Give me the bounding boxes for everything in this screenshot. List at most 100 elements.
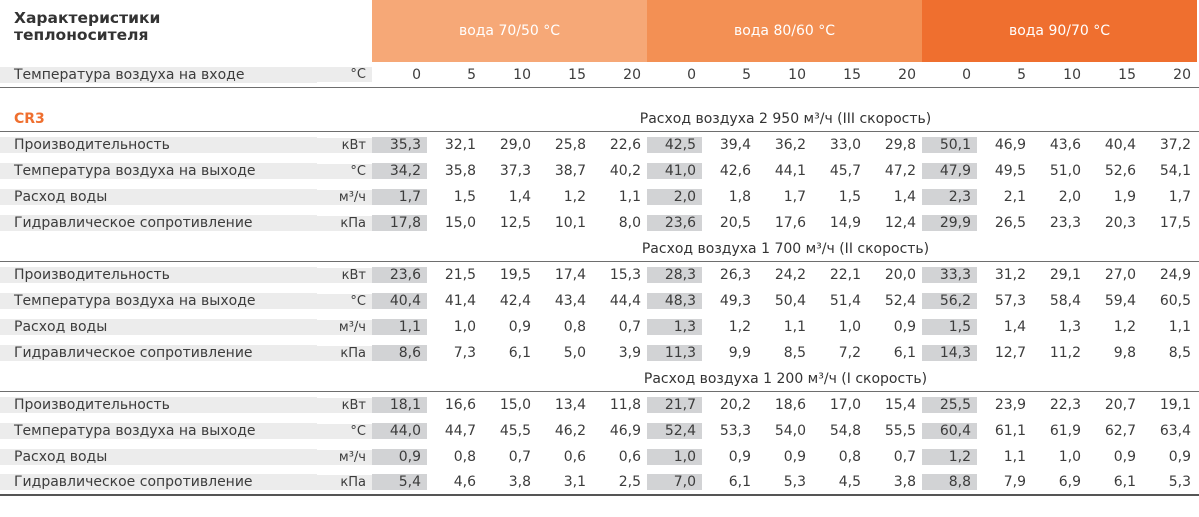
value-cell: 23,6 (372, 267, 427, 283)
row-unit: кПа (317, 345, 372, 361)
value-cell: 6,1 (702, 474, 757, 490)
row-label: Расход воды (0, 189, 317, 205)
row-unit: °С (317, 293, 372, 309)
value-cell: 22,6 (592, 137, 647, 153)
value-cell: 0,9 (702, 449, 757, 465)
value-cell: 49,5 (977, 163, 1032, 179)
water-flow-row: Расход воды м³/ч 1,1 1,0 0,9 0,8 0,7 1,3 1,2 1,1 1… (0, 314, 1199, 340)
row-label: Гидравлическое сопротивление (0, 345, 317, 361)
row-label: Расход воды (0, 319, 317, 335)
row-label: Гидравлическое сопротивление (0, 215, 317, 231)
inlet-temp-cell: 10 (1032, 66, 1087, 83)
value-cell: 35,3 (372, 137, 427, 153)
value-cell: 1,7 (757, 189, 812, 205)
value-cell: 0,6 (537, 449, 592, 465)
value-cell: 6,1 (1087, 474, 1142, 490)
value-cell: 14,9 (812, 215, 867, 231)
value-cell: 8,5 (1142, 345, 1197, 361)
hydraulic-resistance-row: Гидравлическое сопротивление кПа 5,4 4,6 3,8… (0, 470, 1199, 496)
value-cell: 8,8 (922, 474, 977, 490)
value-cell: 16,6 (427, 397, 482, 413)
value-cell: 9,9 (702, 345, 757, 361)
row-label: Производительность (0, 397, 317, 413)
value-cell: 1,2 (922, 449, 977, 465)
hydraulic-resistance-row: Гидравлическое сопротивление кПа 17,8 15,0 1… (0, 210, 1199, 236)
row-label: Температура воздуха на входе (0, 66, 317, 83)
value-cell: 17,6 (757, 215, 812, 231)
row-unit: кПа (317, 474, 372, 490)
value-cell: 15,0 (482, 397, 537, 413)
value-cell: 11,2 (1032, 345, 1087, 361)
value-cell: 12,7 (977, 345, 1032, 361)
value-cell: 1,0 (1032, 449, 1087, 465)
value-cell: 54,1 (1142, 163, 1197, 179)
value-cell: 12,5 (482, 215, 537, 231)
value-cell: 31,2 (977, 267, 1032, 283)
value-cell: 41,0 (647, 163, 702, 179)
value-cell: 12,4 (867, 215, 922, 231)
value-cell: 36,2 (757, 137, 812, 153)
value-cell: 35,8 (427, 163, 482, 179)
value-cell: 38,7 (537, 163, 592, 179)
value-cell: 1,7 (1142, 189, 1197, 205)
value-cell: 46,9 (592, 423, 647, 439)
value-cell: 20,0 (867, 267, 922, 283)
value-cell: 44,0 (372, 423, 427, 439)
inlet-temp-cell: 5 (427, 66, 482, 83)
header-title: Характеристики теплоносителя (0, 0, 372, 62)
value-cell: 21,5 (427, 267, 482, 283)
value-cell: 44,7 (427, 423, 482, 439)
airflow-caption: Расход воздуха 1 700 м³/ч (II скорость) (641, 240, 930, 257)
row-unit: кВт (317, 397, 372, 413)
value-cell: 0,9 (482, 319, 537, 335)
value-cell: 1,3 (1032, 319, 1087, 335)
value-cell: 8,5 (757, 345, 812, 361)
value-cell: 0,9 (757, 449, 812, 465)
value-cell: 51,4 (812, 293, 867, 309)
value-cell: 0,7 (482, 449, 537, 465)
value-cell: 1,5 (922, 319, 977, 335)
value-cell: 3,8 (482, 474, 537, 490)
row-label: Производительность (0, 267, 317, 283)
value-cell: 37,2 (1142, 137, 1197, 153)
value-cell: 58,4 (1032, 293, 1087, 309)
value-cell: 50,4 (757, 293, 812, 309)
value-cell: 22,3 (1032, 397, 1087, 413)
value-cell: 1,4 (977, 319, 1032, 335)
inlet-temp-cell: 15 (1087, 66, 1142, 83)
model-label: CR3 (14, 110, 45, 127)
row-unit: кПа (317, 215, 372, 231)
value-cell: 63,4 (1142, 423, 1197, 439)
value-cell: 24,2 (757, 267, 812, 283)
row-unit: кВт (317, 267, 372, 283)
inlet-temp-cell: 5 (702, 66, 757, 83)
value-cell: 0,9 (1087, 449, 1142, 465)
value-cell: 1,1 (592, 189, 647, 205)
capacity-row: Производительность кВт 35,3 32,1 29,0 25,8 22,… (0, 132, 1199, 158)
row-unit: кВт (317, 137, 372, 153)
row-unit: °С (317, 67, 372, 82)
airflow-caption: Расход воздуха 1 200 м³/ч (I скорость) (643, 370, 928, 387)
water-flow-row: Расход воды м³/ч 0,9 0,8 0,7 0,6 0,6 1,0 0,9 0,9 0… (0, 444, 1199, 470)
value-cell: 45,5 (482, 423, 537, 439)
row-unit: °С (317, 423, 372, 439)
value-cell: 26,5 (977, 215, 1032, 231)
value-cell: 50,1 (922, 137, 977, 153)
value-cell: 18,6 (757, 397, 812, 413)
value-cell: 41,4 (427, 293, 482, 309)
value-cell: 20,3 (1087, 215, 1142, 231)
value-cell: 11,8 (592, 397, 647, 413)
value-cell: 0,9 (372, 449, 427, 465)
value-cell: 2,1 (977, 189, 1032, 205)
group-header-90-70: вода 90/70 °С (922, 0, 1197, 62)
value-cell: 29,1 (1032, 267, 1087, 283)
value-cell: 15,3 (592, 267, 647, 283)
value-cell: 19,5 (482, 267, 537, 283)
value-cell: 1,9 (1087, 189, 1142, 205)
value-cell: 2,0 (647, 189, 702, 205)
value-cell: 17,8 (372, 215, 427, 231)
value-cell: 1,1 (977, 449, 1032, 465)
value-cell: 1,7 (372, 189, 427, 205)
value-cell: 1,2 (702, 319, 757, 335)
value-cell: 1,4 (867, 189, 922, 205)
